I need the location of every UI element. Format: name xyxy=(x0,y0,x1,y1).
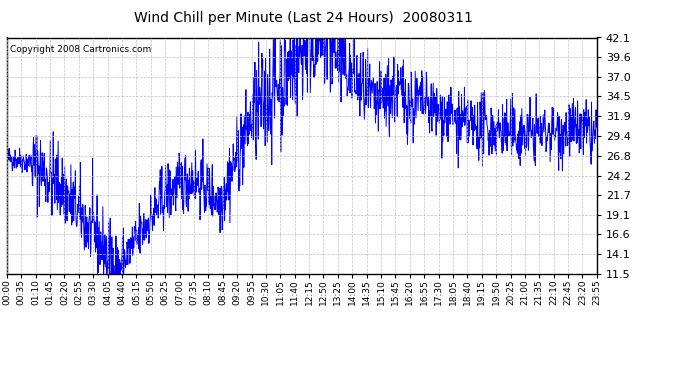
Text: Wind Chill per Minute (Last 24 Hours)  20080311: Wind Chill per Minute (Last 24 Hours) 20… xyxy=(134,11,473,25)
Text: Copyright 2008 Cartronics.com: Copyright 2008 Cartronics.com xyxy=(10,45,151,54)
